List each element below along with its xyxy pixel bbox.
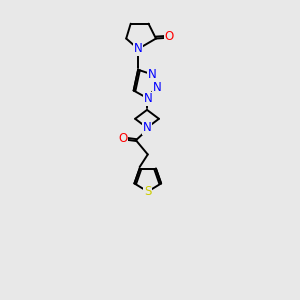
- Text: O: O: [118, 132, 127, 145]
- Text: O: O: [165, 30, 174, 44]
- Text: N: N: [143, 121, 152, 134]
- Text: S: S: [144, 185, 152, 198]
- Text: N: N: [153, 81, 162, 94]
- Text: N: N: [143, 92, 152, 105]
- Text: N: N: [134, 42, 142, 56]
- Text: N: N: [148, 68, 157, 81]
